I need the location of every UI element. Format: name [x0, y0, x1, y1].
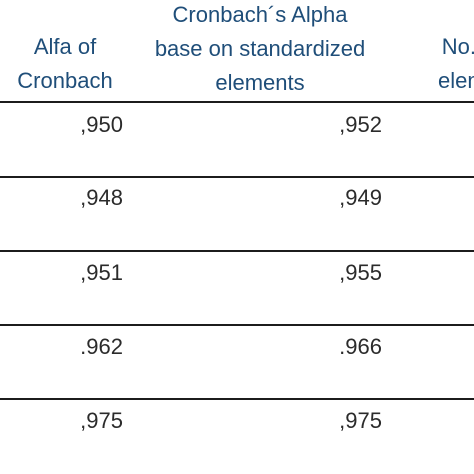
table-cell-alpha-std: .966: [339, 334, 382, 359]
table-cell-alpha: ,975: [80, 408, 123, 433]
row-divider: [0, 176, 474, 178]
header-divider: [0, 101, 474, 103]
header-line: Cronbach´s Alpha: [172, 2, 348, 27]
table-cell-alpha-std: ,949: [339, 185, 382, 210]
header-number-of-elements: No. o eleme: [398, 30, 474, 98]
table-cell-alpha: .962: [80, 334, 123, 359]
table-cell-alpha: ,951: [80, 260, 123, 285]
header-line: Cronbach: [17, 68, 113, 93]
row-divider: [0, 250, 474, 252]
table-cell-alpha: ,948: [80, 185, 123, 210]
header-cronbach-alpha-standardized: Cronbach´s Alpha base on standardized el…: [136, 0, 384, 100]
table-cell-alpha-std: ,952: [339, 112, 382, 137]
table-cell-alpha: ,950: [80, 112, 123, 137]
header-line: eleme: [438, 68, 474, 93]
header-line: elements: [215, 70, 305, 95]
header-line: No. o: [441, 34, 474, 59]
header-line: base on standardized: [154, 36, 366, 61]
row-divider: [0, 324, 474, 326]
row-divider: [0, 398, 474, 400]
table-cell-alpha-std: ,955: [339, 260, 382, 285]
table-cell-alpha-std: ,975: [339, 408, 382, 433]
header-alfa-of-cronbach: Alfa of Cronbach: [0, 30, 130, 98]
header-line: Alfa of: [33, 34, 97, 59]
